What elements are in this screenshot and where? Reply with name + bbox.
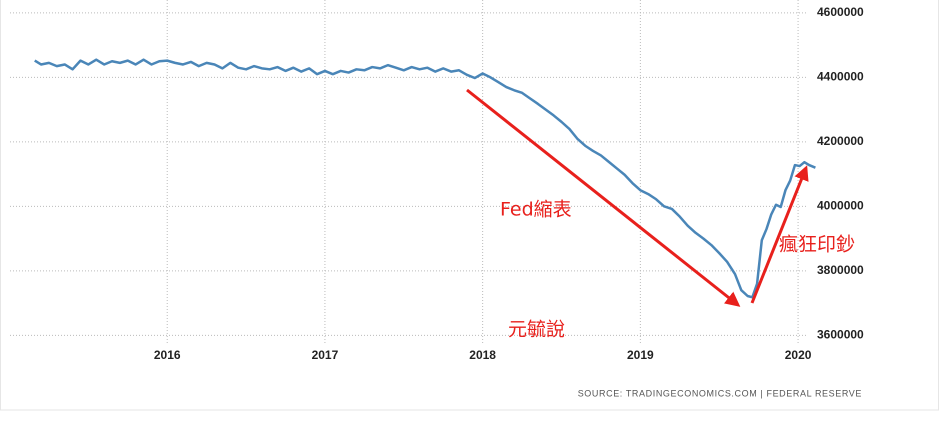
frame [0,0,939,411]
line [34,58,816,299]
source: SOURCE: TRADINGECONOMICS.COM | FEDERAL R… [578,388,862,398]
plot [34,58,816,299]
arrow [750,165,809,304]
x-tick-label: 2017 [312,348,339,362]
annotation: 瘋狂印鈔 [779,234,855,256]
y-tick-label: 4600000 [817,5,864,19]
y-tick-label: 3600000 [817,327,864,341]
x-tick-label: 2020 [785,348,812,362]
annotation: Fed縮表 [500,199,572,221]
arrow [466,88,741,307]
x-tick-label: 2019 [627,348,654,362]
x-tick-label: 2016 [154,348,181,362]
y-tick-label: 4400000 [817,70,864,84]
annotation: 元毓說 [508,319,565,341]
x-tick-label: 2018 [469,348,496,362]
y-tick-label: 3800000 [817,263,864,277]
grid: 3600000 3800000 4000000 4200000 4400000 46000… [10,0,864,362]
y-tick-label: 4200000 [817,134,864,148]
y-tick-label: 4000000 [817,199,864,213]
